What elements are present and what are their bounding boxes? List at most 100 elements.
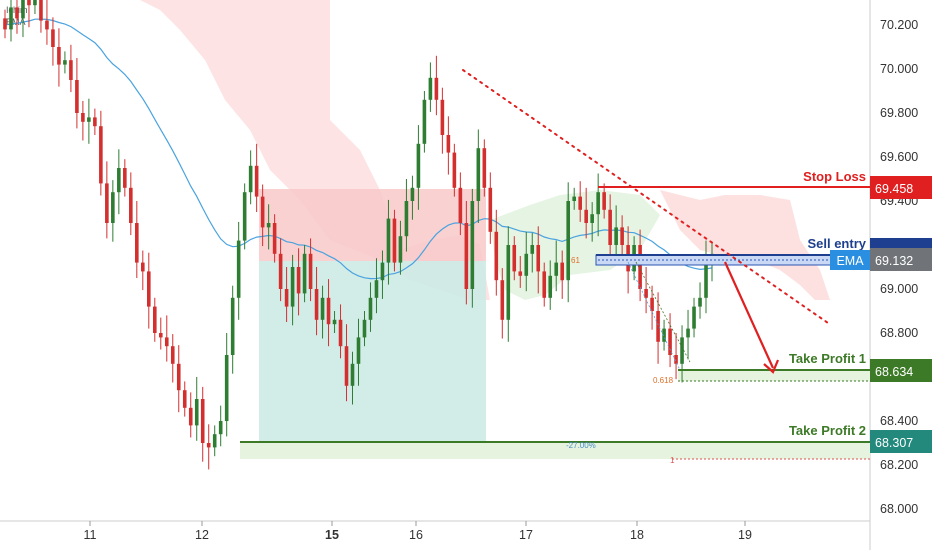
candle	[410, 175, 415, 220]
time-tick-label: 19	[738, 528, 752, 542]
sell-entry-label: Sell entry	[807, 236, 866, 251]
candlestick-series	[3, 0, 714, 470]
tp1-label: Take Profit 1	[789, 351, 866, 366]
candle	[656, 292, 660, 364]
candle	[290, 254, 295, 326]
legend-ema: EMA	[6, 17, 26, 27]
candle	[668, 313, 672, 368]
candle	[464, 201, 469, 305]
ema-line	[4, 18, 713, 280]
candle	[45, 0, 49, 45]
candle	[524, 231, 529, 292]
candle	[188, 392, 193, 438]
candle	[308, 238, 313, 302]
candle	[164, 315, 169, 362]
fib-small-label: 61	[571, 256, 580, 265]
candle	[458, 172, 463, 236]
candle	[21, 0, 25, 38]
candle	[368, 282, 373, 332]
price-tick-label: 70.200	[880, 18, 918, 32]
candle	[590, 202, 594, 242]
candle	[344, 324, 349, 402]
candle	[662, 319, 666, 351]
candle	[500, 268, 505, 339]
tp1-zone	[678, 370, 870, 381]
candle	[542, 262, 547, 307]
candle	[548, 260, 553, 310]
time-tick-label: 11	[84, 528, 97, 542]
candle	[518, 256, 523, 288]
candle	[572, 187, 576, 210]
candle	[39, 0, 43, 33]
candle	[566, 182, 571, 303]
candle	[182, 381, 187, 417]
stop-loss-price-tag[interactable]: 69.458	[870, 176, 932, 199]
candle	[278, 238, 283, 302]
candle	[194, 377, 199, 441]
candle	[338, 304, 343, 359]
candle	[99, 110, 103, 196]
resistance-trendline[interactable]	[462, 69, 829, 324]
price-axis-area[interactable]	[870, 0, 932, 550]
svg-text:68.634: 68.634	[875, 365, 913, 379]
tp2-price-tag[interactable]: 68.307	[870, 430, 932, 453]
candle	[135, 201, 139, 278]
stop-loss-label: Stop Loss	[803, 169, 866, 184]
candle	[33, 0, 37, 14]
candle	[81, 100, 85, 141]
candle	[248, 150, 253, 205]
tp2-label: Take Profit 2	[789, 423, 866, 438]
price-tick-label: 68.800	[880, 326, 918, 340]
candle	[63, 51, 67, 74]
candle	[698, 282, 702, 319]
candle	[380, 250, 385, 299]
candle	[434, 55, 439, 116]
candle	[602, 183, 606, 219]
candle	[392, 209, 397, 272]
fib-one-label: 1	[670, 456, 675, 465]
ema-tag-label: EMA	[836, 254, 864, 268]
candle	[692, 297, 696, 338]
candle	[470, 188, 475, 308]
svg-text:68.307: 68.307	[875, 436, 913, 450]
candle	[129, 172, 133, 236]
candle	[428, 62, 433, 112]
tp1-price-tag[interactable]: 68.634	[870, 359, 932, 382]
candle	[314, 267, 319, 336]
stop-zone	[259, 189, 486, 261]
candle	[9, 0, 13, 42]
candle	[530, 232, 535, 273]
candle	[260, 184, 265, 247]
time-tick-label: 15	[325, 528, 339, 542]
candle	[422, 91, 427, 153]
ema-tag	[830, 250, 870, 270]
candle	[69, 44, 73, 93]
candle	[75, 58, 79, 129]
candle	[482, 139, 487, 197]
candle	[27, 0, 31, 28]
candle	[674, 333, 678, 380]
candle	[266, 204, 271, 250]
candle	[296, 248, 301, 316]
candle	[596, 173, 600, 237]
candle	[398, 220, 403, 275]
time-tick-label: 18	[630, 528, 644, 542]
candle	[446, 116, 451, 175]
candle	[236, 221, 241, 320]
candle	[350, 351, 355, 405]
candle	[320, 285, 325, 339]
candle	[200, 386, 205, 462]
candle	[158, 317, 163, 350]
candle	[254, 143, 259, 212]
candle	[680, 325, 684, 383]
candle	[440, 87, 445, 154]
sell-entry-price-tag[interactable]: 69.132	[870, 248, 932, 271]
candle	[3, 9, 7, 39]
candle	[141, 250, 145, 291]
candle	[326, 279, 331, 347]
candle	[578, 181, 582, 222]
candle	[374, 258, 379, 314]
candle	[57, 28, 61, 87]
candle	[284, 267, 289, 322]
